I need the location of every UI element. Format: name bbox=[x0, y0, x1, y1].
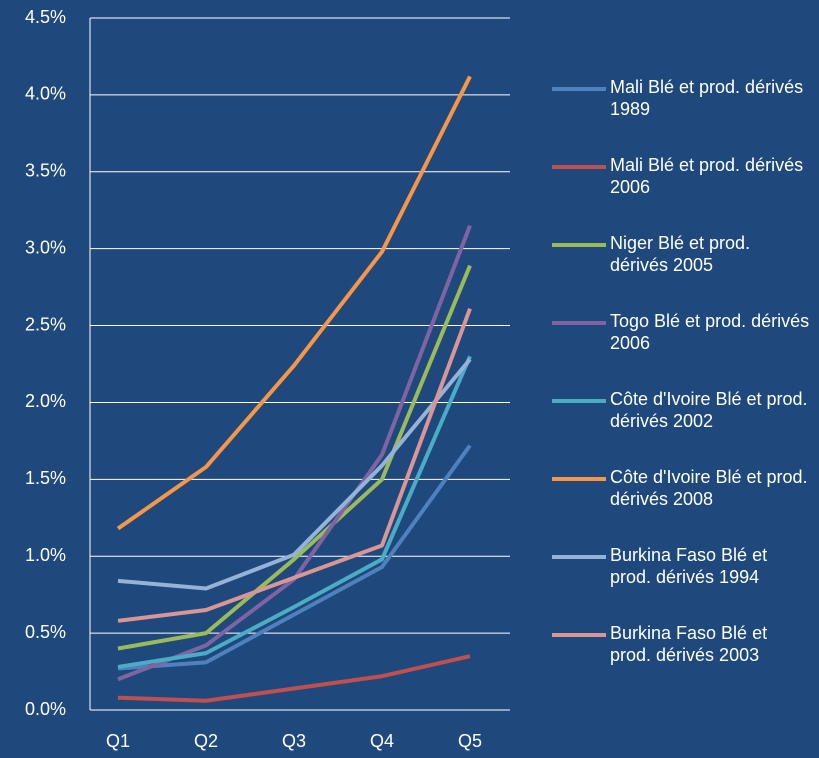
y-tick-label: 3.0% bbox=[25, 237, 66, 257]
series-line bbox=[117, 654, 471, 703]
y-tick-label: 0.0% bbox=[25, 699, 66, 719]
y-tick-label: 2.5% bbox=[25, 314, 66, 334]
legend: Mali Blé et prod. dérivés 1989 Mali Blé e… bbox=[552, 76, 819, 700]
legend-label: Togo Blé et prod. dérivés 2006 bbox=[610, 311, 810, 353]
legend-swatch bbox=[552, 633, 606, 637]
y-tick-label: 4.0% bbox=[25, 84, 66, 104]
legend-label: Niger Blé et prod. dérivés 2005 bbox=[610, 233, 751, 275]
legend-label: Burkina Faso Blé et prod. dérivés 1994 bbox=[610, 545, 768, 587]
y-tick-label: 1.0% bbox=[25, 545, 66, 565]
legend-item: Niger Blé et prod. dérivés 2005 bbox=[552, 232, 819, 310]
x-tick-label: Q1 bbox=[106, 731, 130, 751]
x-tick-label: Q2 bbox=[194, 731, 218, 751]
legend-item: Mali Blé et prod. dérivés 1989 bbox=[552, 76, 819, 154]
legend-swatch bbox=[552, 321, 606, 325]
legend-swatch bbox=[552, 243, 606, 247]
legend-label: Mali Blé et prod. dérivés 2006 bbox=[610, 155, 804, 197]
x-tick-label: Q5 bbox=[458, 731, 482, 751]
legend-label: Mali Blé et prod. dérivés 1989 bbox=[610, 77, 804, 119]
y-tick-label: 0.5% bbox=[25, 622, 66, 642]
series-line bbox=[117, 444, 472, 671]
legend-item: Côte d'Ivoire Blé et prod. dérivés 2008 bbox=[552, 466, 819, 544]
legend-item: Togo Blé et prod. dérivés 2006 bbox=[552, 310, 819, 388]
legend-swatch bbox=[552, 477, 606, 481]
y-tick-label: 3.5% bbox=[25, 161, 66, 181]
legend-swatch bbox=[552, 165, 606, 169]
x-tick-label: Q4 bbox=[370, 731, 394, 751]
legend-item: Burkina Faso Blé et prod. dérivés 2003 bbox=[552, 622, 819, 700]
y-tick-label: 1.5% bbox=[25, 468, 66, 488]
legend-item: Côte d'Ivoire Blé et prod. dérivés 2002 bbox=[552, 388, 819, 466]
legend-label: Burkina Faso Blé et prod. dérivés 2003 bbox=[610, 623, 768, 665]
legend-swatch bbox=[552, 555, 606, 559]
x-tick-label: Q3 bbox=[282, 731, 306, 751]
series-line bbox=[116, 75, 472, 531]
legend-swatch bbox=[552, 399, 606, 403]
legend-label: Côte d'Ivoire Blé et prod. dérivés 2008 bbox=[610, 467, 808, 509]
series-line bbox=[117, 307, 472, 623]
legend-label: Côte d'Ivoire Blé et prod. dérivés 2002 bbox=[610, 389, 808, 431]
y-tick-label: 4.5% bbox=[25, 7, 66, 27]
y-tick-label: 2.0% bbox=[25, 391, 66, 411]
series-line bbox=[117, 355, 472, 669]
legend-item: Mali Blé et prod. dérivés 2006 bbox=[552, 154, 819, 232]
legend-swatch bbox=[552, 87, 606, 91]
legend-item: Burkina Faso Blé et prod. dérivés 1994 bbox=[552, 544, 819, 622]
series-line bbox=[117, 264, 472, 651]
series-line bbox=[117, 358, 472, 591]
